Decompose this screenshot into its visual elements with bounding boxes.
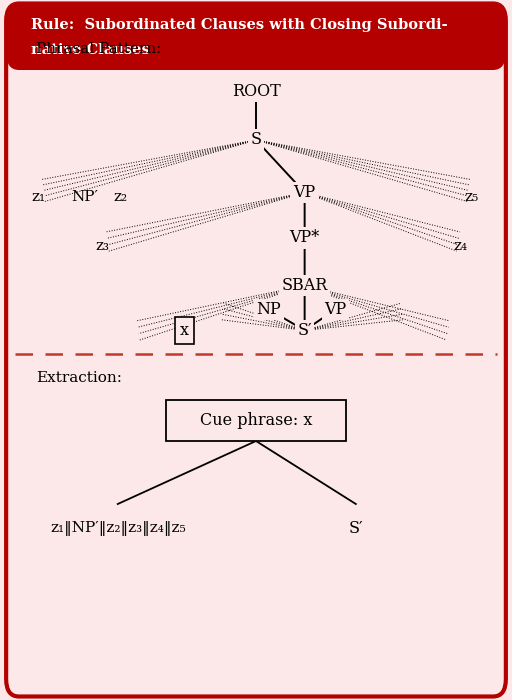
Text: S′: S′ (297, 322, 312, 339)
Text: S: S (250, 132, 262, 148)
Text: Extraction:: Extraction: (36, 371, 122, 385)
Text: native Clauses: native Clauses (31, 43, 150, 57)
Text: z₁‖NP′‖z₂‖z₃‖z₄‖z₅: z₁‖NP′‖z₂‖z₃‖z₄‖z₅ (50, 521, 186, 536)
Text: z₅: z₅ (464, 190, 478, 204)
Text: x: x (180, 322, 189, 339)
FancyBboxPatch shape (6, 4, 506, 70)
Text: S′: S′ (349, 520, 363, 537)
Text: z₃: z₃ (95, 239, 110, 253)
Text: VP*: VP* (289, 230, 320, 246)
Text: NP: NP (257, 301, 281, 318)
Text: Rule:  Subordinated Clauses with Closing Subordi-: Rule: Subordinated Clauses with Closing … (31, 18, 447, 32)
Text: Phrasal Pattern:: Phrasal Pattern: (36, 42, 161, 56)
Text: NP′: NP′ (71, 190, 98, 204)
Text: SBAR: SBAR (282, 277, 328, 294)
Text: z₄: z₄ (454, 239, 468, 253)
Text: z₁: z₁ (31, 190, 46, 204)
Text: z₂: z₂ (113, 190, 127, 204)
Text: VP: VP (324, 301, 347, 318)
Text: ROOT: ROOT (231, 83, 281, 99)
FancyBboxPatch shape (6, 4, 506, 696)
Text: Cue phrase: x: Cue phrase: x (200, 412, 312, 429)
Bar (166, 400, 346, 441)
Text: VP: VP (293, 184, 316, 201)
